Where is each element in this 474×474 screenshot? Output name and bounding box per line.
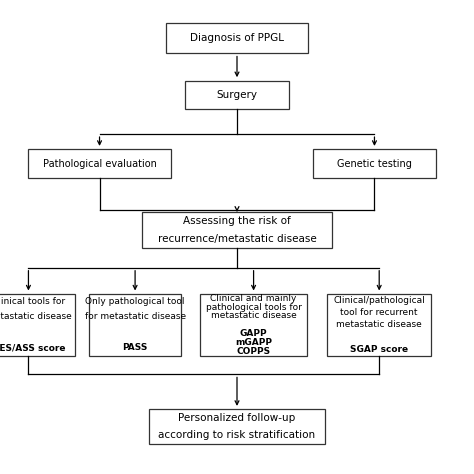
Text: Personalized follow-up: Personalized follow-up [178, 413, 296, 423]
Text: Only pathological tool: Only pathological tool [85, 297, 185, 306]
Text: metastatic disease: metastatic disease [0, 312, 71, 321]
Text: Pathological evaluation: Pathological evaluation [43, 158, 156, 169]
FancyBboxPatch shape [166, 22, 308, 54]
Text: Clinical and mainly: Clinical and mainly [210, 294, 297, 303]
Text: pathological tools for: pathological tools for [206, 302, 301, 311]
Text: according to risk stratification: according to risk stratification [158, 430, 316, 440]
Text: Genetic testing: Genetic testing [337, 158, 412, 169]
Text: GAPP: GAPP [240, 329, 267, 338]
Text: recurrence/metastatic disease: recurrence/metastatic disease [158, 234, 316, 244]
Text: GES/ASS score: GES/ASS score [0, 343, 65, 352]
Text: Clinical tools for: Clinical tools for [0, 297, 65, 306]
FancyBboxPatch shape [149, 409, 325, 445]
FancyBboxPatch shape [327, 294, 431, 356]
FancyBboxPatch shape [185, 81, 289, 109]
FancyBboxPatch shape [313, 149, 436, 178]
Text: Surgery: Surgery [217, 90, 257, 100]
FancyBboxPatch shape [0, 294, 75, 356]
Text: tool for recurrent: tool for recurrent [340, 308, 418, 317]
FancyBboxPatch shape [200, 294, 307, 356]
Text: metastatic disease: metastatic disease [211, 311, 296, 320]
Text: mGAPP: mGAPP [235, 338, 272, 347]
Text: SGAP score: SGAP score [350, 345, 408, 354]
Text: COPPS: COPPS [237, 346, 271, 356]
Text: Diagnosis of PPGL: Diagnosis of PPGL [190, 33, 284, 43]
FancyBboxPatch shape [89, 294, 181, 356]
Text: PASS: PASS [122, 343, 148, 352]
Text: metastatic disease: metastatic disease [337, 320, 422, 329]
FancyBboxPatch shape [142, 212, 332, 247]
Text: Assessing the risk of: Assessing the risk of [183, 216, 291, 226]
Text: Clinical/pathological: Clinical/pathological [333, 296, 425, 304]
FancyBboxPatch shape [28, 149, 171, 178]
Text: for metastatic disease: for metastatic disease [84, 312, 186, 321]
